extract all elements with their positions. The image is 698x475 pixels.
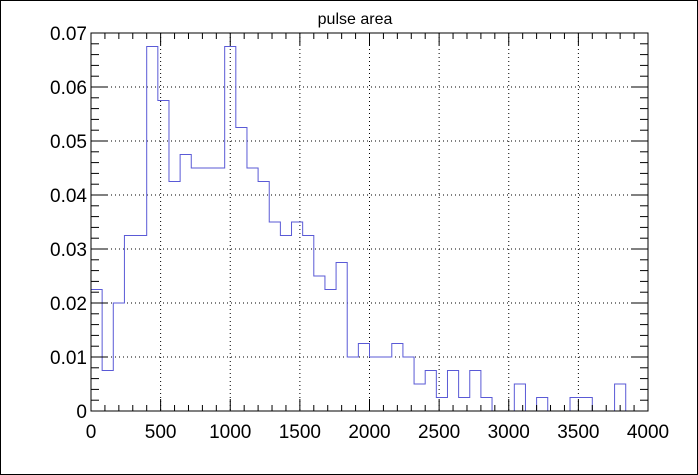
histogram-bin (514, 384, 525, 411)
x-tick-label: 2500 (418, 422, 460, 443)
histogram-outline (90, 46, 648, 412)
histogram-bin (124, 236, 146, 412)
histogram-bin (169, 182, 180, 412)
histogram-bin (537, 398, 548, 412)
histogram-bin (370, 357, 392, 411)
x-tick-label: 0 (86, 422, 97, 443)
x-tick-label: 4000 (627, 422, 669, 443)
histogram-bin (314, 276, 325, 411)
chart-title: pulse area (318, 11, 393, 28)
histogram-bin (91, 290, 102, 412)
histogram-bin (447, 371, 458, 412)
histogram-bin (414, 384, 425, 411)
histogram-bin (269, 222, 280, 411)
x-tick-labels: 0 500 1000 1500 2000 2500 3000 3500 4000 (86, 422, 669, 443)
histogram-bin (470, 371, 481, 412)
y-tick-label: 0.04 (50, 186, 87, 207)
histogram-bin (247, 168, 258, 411)
histogram-bin (258, 182, 269, 412)
histogram-bin (481, 398, 492, 412)
histogram-bin (459, 398, 470, 412)
histogram-bin (292, 222, 303, 411)
histogram-bin (325, 290, 336, 412)
x-tick-label: 3500 (557, 422, 599, 443)
y-tick-label: 0.02 (50, 294, 87, 315)
y-tick-label: 0.05 (50, 132, 87, 153)
histogram-bin (570, 398, 592, 412)
x-tick-label: 1000 (209, 422, 251, 443)
y-tick-labels: 0 0.01 0.02 0.03 0.04 0.05 0.06 0.07 (50, 24, 87, 423)
histogram-bin (225, 47, 236, 412)
histogram-bin (392, 344, 403, 412)
y-tick-label: 0 (76, 402, 87, 423)
x-tick-label: 3000 (488, 422, 530, 443)
histogram-bin (280, 236, 291, 412)
histogram-bin (180, 155, 191, 412)
histogram-bin (147, 47, 158, 412)
y-tick-label: 0.06 (50, 78, 87, 99)
histogram-bin (102, 371, 113, 412)
histogram-bin (403, 357, 414, 411)
y-tick-label: 0.07 (50, 24, 87, 45)
x-tick-label: 500 (145, 422, 177, 443)
y-tick-label: 0.03 (50, 240, 87, 261)
histogram-bin (425, 371, 436, 412)
grid-lines (91, 33, 648, 411)
histogram-bin (158, 101, 169, 412)
histogram-bin (436, 398, 447, 412)
y-tick-label: 0.01 (50, 348, 87, 369)
histogram-bin (347, 357, 358, 411)
histogram-bin (358, 344, 369, 412)
histogram-bin (191, 168, 224, 411)
axis-ticks (90, 32, 649, 412)
histogram-bin (303, 236, 314, 412)
histogram-bin (336, 263, 347, 412)
x-tick-label: 2000 (348, 422, 390, 443)
x-tick-label: 1500 (279, 422, 321, 443)
histogram-bin (236, 128, 247, 412)
histogram-bin (113, 303, 124, 411)
